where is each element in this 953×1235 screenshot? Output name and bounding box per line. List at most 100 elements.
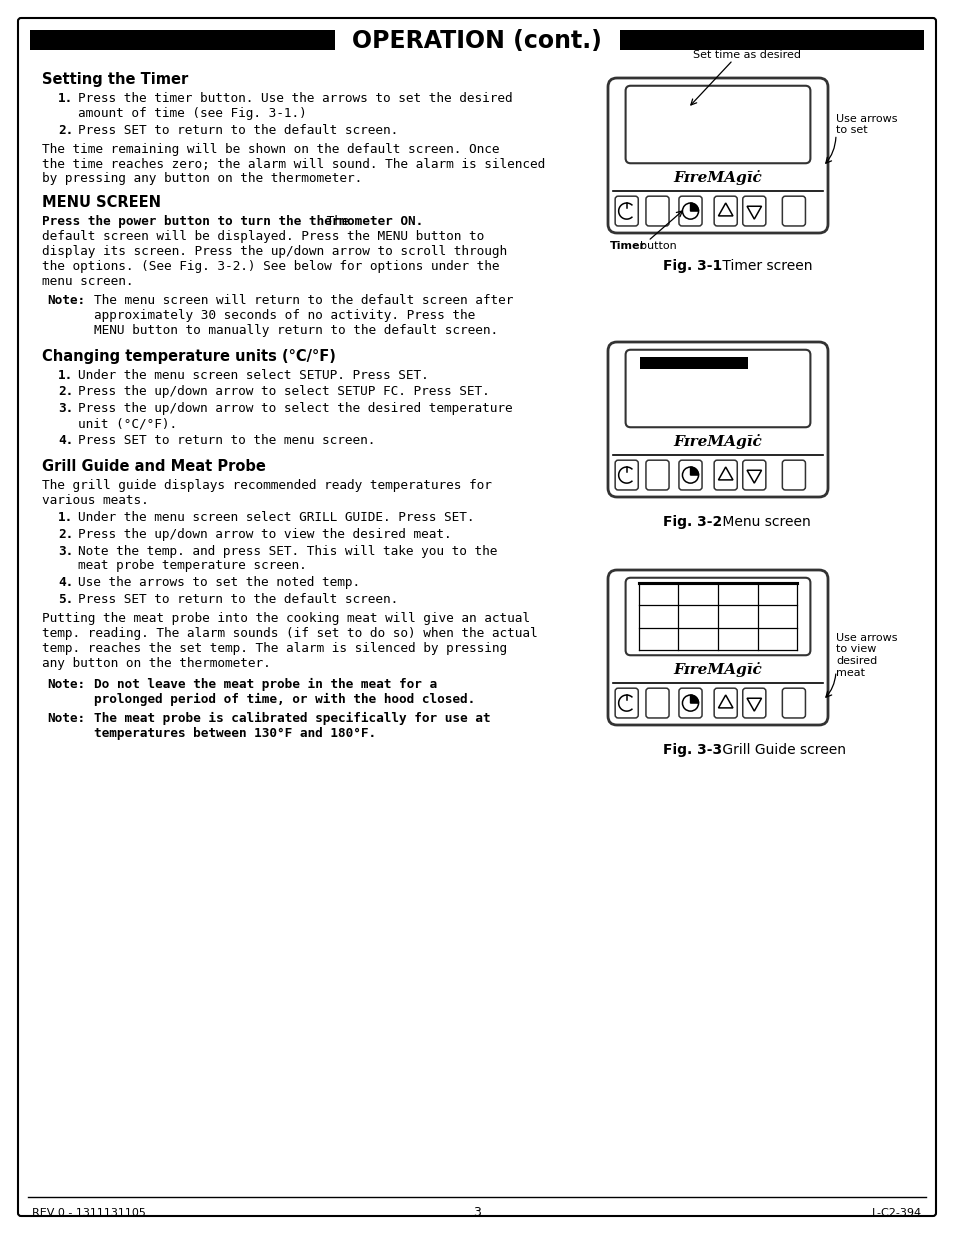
FancyBboxPatch shape — [607, 342, 827, 496]
Text: 1.: 1. — [58, 368, 73, 382]
Text: Changing temperature units (°C/°F): Changing temperature units (°C/°F) — [42, 348, 335, 363]
Text: meat probe temperature screen.: meat probe temperature screen. — [78, 559, 307, 573]
Text: Under the menu screen select SETUP. Press SET.: Under the menu screen select SETUP. Pres… — [78, 368, 428, 382]
FancyBboxPatch shape — [615, 461, 638, 490]
Text: 2.: 2. — [58, 527, 73, 541]
Text: Press the up/down arrow to select SETUP FC. Press SET.: Press the up/down arrow to select SETUP … — [78, 385, 489, 399]
Text: Press SET to return to the default screen.: Press SET to return to the default scree… — [78, 124, 397, 137]
FancyBboxPatch shape — [645, 461, 668, 490]
Text: Note:: Note: — [47, 711, 85, 725]
Text: temp. reading. The alarm sounds (if set to do so) when the actual: temp. reading. The alarm sounds (if set … — [42, 627, 537, 640]
Bar — [30, 30, 335, 49]
FancyBboxPatch shape — [607, 571, 827, 725]
FancyBboxPatch shape — [742, 688, 765, 718]
Text: Do not leave the meat probe in the meat for a: Do not leave the meat probe in the meat … — [94, 678, 436, 690]
Text: unit (°C/°F).: unit (°C/°F). — [78, 417, 177, 430]
Text: the time reaches zero; the alarm will sound. The alarm is silenced: the time reaches zero; the alarm will so… — [42, 158, 545, 170]
FancyBboxPatch shape — [679, 688, 701, 718]
Text: the options. (See Fig. 3-2.) See below for options under the: the options. (See Fig. 3-2.) See below f… — [42, 261, 499, 273]
FancyBboxPatch shape — [714, 688, 737, 718]
FancyBboxPatch shape — [781, 196, 804, 226]
Text: Use the arrows to set the noted temp.: Use the arrows to set the noted temp. — [78, 577, 359, 589]
Text: prolonged period of time, or with the hood closed.: prolonged period of time, or with the ho… — [94, 693, 475, 706]
Text: Setting the Timer: Setting the Timer — [42, 72, 188, 86]
FancyBboxPatch shape — [645, 688, 668, 718]
Text: 3.: 3. — [58, 545, 73, 557]
Text: 1.: 1. — [58, 511, 73, 524]
Text: The meat probe is calibrated specifically for use at: The meat probe is calibrated specificall… — [94, 711, 490, 725]
Text: Fig. 3-1: Fig. 3-1 — [662, 259, 721, 273]
Text: OPERATION (cont.): OPERATION (cont.) — [352, 28, 601, 53]
Text: Note the temp. and press SET. This will take you to the: Note the temp. and press SET. This will … — [78, 545, 497, 557]
FancyBboxPatch shape — [18, 19, 935, 1216]
Text: 4.: 4. — [58, 577, 73, 589]
Text: Press the up/down arrow to select the desired temperature: Press the up/down arrow to select the de… — [78, 403, 512, 415]
Text: menu screen.: menu screen. — [42, 275, 133, 288]
FancyBboxPatch shape — [742, 196, 765, 226]
Text: Fig. 3-3: Fig. 3-3 — [662, 743, 721, 757]
Text: FɪreMAgīċ: FɪreMAgīċ — [673, 170, 761, 185]
Text: 3.: 3. — [58, 403, 73, 415]
FancyBboxPatch shape — [625, 350, 809, 427]
Text: The grill guide displays recommended ready temperatures for: The grill guide displays recommended rea… — [42, 479, 492, 492]
Text: Press SET to return to the menu screen.: Press SET to return to the menu screen. — [78, 435, 375, 447]
FancyBboxPatch shape — [645, 196, 668, 226]
Text: 1.: 1. — [58, 91, 73, 105]
Text: FɪreMAgīċ: FɪreMAgīċ — [673, 435, 761, 450]
Text: L-C2-394: L-C2-394 — [871, 1208, 921, 1218]
Text: FɪreMAgīċ: FɪreMAgīċ — [673, 662, 761, 677]
Text: button: button — [639, 241, 676, 251]
FancyBboxPatch shape — [679, 461, 701, 490]
Text: Menu screen: Menu screen — [718, 515, 810, 529]
Text: Fig. 3-2: Fig. 3-2 — [662, 515, 721, 529]
FancyBboxPatch shape — [742, 461, 765, 490]
FancyBboxPatch shape — [714, 196, 737, 226]
Text: approximately 30 seconds of no activity. Press the: approximately 30 seconds of no activity.… — [94, 309, 475, 322]
Text: Putting the meat probe into the cooking meat will give an actual: Putting the meat probe into the cooking … — [42, 613, 530, 625]
Text: by pressing any button on the thermometer.: by pressing any button on the thermomete… — [42, 173, 362, 185]
Text: Timer: Timer — [609, 241, 645, 251]
FancyBboxPatch shape — [714, 461, 737, 490]
FancyBboxPatch shape — [615, 196, 638, 226]
Text: The: The — [319, 215, 350, 228]
Text: MENU SCREEN: MENU SCREEN — [42, 195, 161, 210]
FancyBboxPatch shape — [625, 578, 809, 656]
Text: 3: 3 — [473, 1207, 480, 1219]
Text: Grill Guide screen: Grill Guide screen — [718, 743, 845, 757]
Polygon shape — [690, 467, 698, 475]
Text: 5.: 5. — [58, 593, 73, 606]
Text: 4.: 4. — [58, 435, 73, 447]
FancyBboxPatch shape — [615, 688, 638, 718]
Text: any button on the thermometer.: any button on the thermometer. — [42, 657, 271, 669]
Text: Grill Guide and Meat Probe: Grill Guide and Meat Probe — [42, 459, 266, 474]
FancyBboxPatch shape — [679, 196, 701, 226]
Text: Note:: Note: — [47, 678, 85, 690]
Text: 2.: 2. — [58, 124, 73, 137]
Polygon shape — [690, 203, 698, 211]
Text: 2.: 2. — [58, 385, 73, 399]
FancyBboxPatch shape — [781, 688, 804, 718]
Polygon shape — [690, 695, 698, 703]
Text: Press the power button to turn the thermometer ON.: Press the power button to turn the therm… — [42, 215, 423, 228]
Text: amount of time (see Fig. 3-1.): amount of time (see Fig. 3-1.) — [78, 107, 307, 120]
Text: Note:: Note: — [47, 294, 85, 306]
FancyBboxPatch shape — [781, 461, 804, 490]
Text: temp. reaches the set temp. The alarm is silenced by pressing: temp. reaches the set temp. The alarm is… — [42, 642, 507, 655]
Text: Under the menu screen select GRILL GUIDE. Press SET.: Under the menu screen select GRILL GUIDE… — [78, 511, 474, 524]
Text: REV 0 - 1311131105: REV 0 - 1311131105 — [32, 1208, 146, 1218]
Text: MENU button to manually return to the default screen.: MENU button to manually return to the de… — [94, 324, 497, 337]
Text: Press SET to return to the default screen.: Press SET to return to the default scree… — [78, 593, 397, 606]
Text: display its screen. Press the up/down arrow to scroll through: display its screen. Press the up/down ar… — [42, 245, 507, 258]
Text: Use arrows
to view
desired
meat: Use arrows to view desired meat — [835, 632, 897, 678]
Text: The menu screen will return to the default screen after: The menu screen will return to the defau… — [94, 294, 513, 306]
Text: Press the up/down arrow to view the desired meat.: Press the up/down arrow to view the desi… — [78, 527, 451, 541]
Text: Use arrows
to set: Use arrows to set — [835, 114, 897, 136]
FancyBboxPatch shape — [625, 85, 809, 163]
Text: default screen will be displayed. Press the MENU button to: default screen will be displayed. Press … — [42, 230, 484, 243]
Text: Press the timer button. Use the arrows to set the desired: Press the timer button. Use the arrows t… — [78, 91, 512, 105]
Text: various meats.: various meats. — [42, 494, 149, 506]
Text: Set time as desired: Set time as desired — [692, 49, 801, 61]
Bar — [619, 30, 923, 49]
Text: The time remaining will be shown on the default screen. Once: The time remaining will be shown on the … — [42, 143, 499, 156]
FancyBboxPatch shape — [607, 78, 827, 233]
